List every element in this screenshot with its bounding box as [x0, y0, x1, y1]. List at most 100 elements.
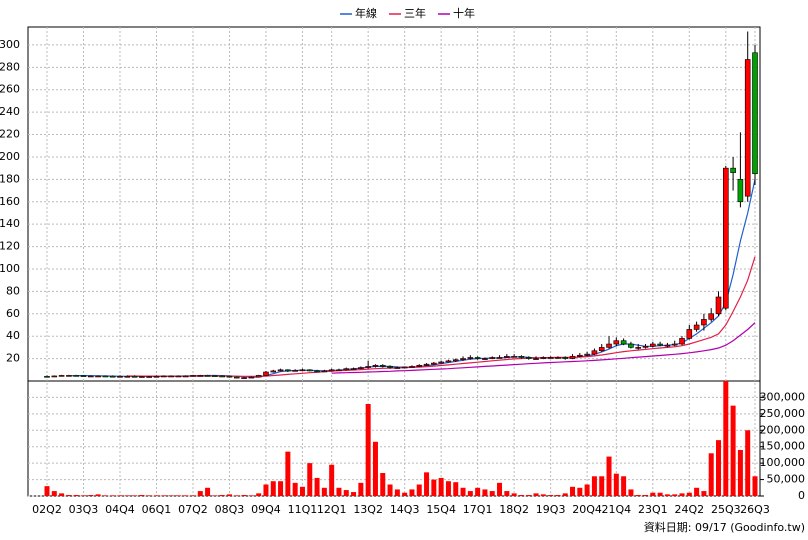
candle-body	[686, 329, 693, 339]
candle-body	[190, 375, 196, 377]
x-tick-label: 07Q2	[178, 503, 208, 516]
volume-bar	[256, 493, 262, 496]
legend-label: 三年	[404, 6, 426, 20]
candle-body	[533, 358, 539, 360]
y-tick-label: 240	[0, 105, 20, 118]
x-tick-label: 13Q2	[353, 503, 383, 516]
volume-bar	[285, 451, 291, 496]
volume-bar	[540, 494, 546, 496]
candle-body	[146, 376, 152, 378]
candle-body	[226, 375, 233, 378]
volume-bar	[716, 440, 722, 496]
candle-body	[613, 340, 620, 345]
volume-bar	[329, 464, 335, 496]
candle-body	[730, 167, 736, 173]
volume-bar	[445, 481, 451, 496]
candle-body	[73, 375, 79, 377]
volume-bar	[343, 490, 349, 496]
x-tick-label: 19Q3	[536, 503, 566, 516]
volume-bar	[59, 493, 65, 496]
volume-bar	[402, 492, 408, 496]
volume-bar	[183, 495, 189, 496]
y-tick-label: 140	[0, 217, 20, 230]
volume-bar	[482, 489, 488, 496]
y2-tick-label: 100,000	[760, 456, 806, 469]
y-tick-label: 20	[6, 352, 20, 365]
y2-tick-label: 50,000	[767, 473, 806, 486]
volume-bar	[621, 476, 627, 496]
candle-body	[431, 362, 437, 365]
candle-body	[401, 366, 408, 369]
candle-body	[744, 59, 751, 197]
candle-body	[423, 363, 430, 366]
candle-body	[628, 343, 634, 348]
volume-bar	[219, 495, 225, 496]
candle-body	[321, 370, 328, 373]
volume-bar	[299, 486, 305, 496]
x-tick-label: 03Q3	[69, 503, 99, 516]
volume-bar	[438, 477, 444, 496]
candle-body	[109, 375, 116, 378]
volume-bar	[745, 430, 751, 496]
candle-body	[394, 367, 401, 369]
price-panel	[27, 26, 761, 382]
y-tick-label: 300	[0, 38, 20, 51]
x-tick-label: 17Q1	[463, 503, 493, 516]
legend-label: 年線	[355, 6, 377, 20]
volume-bar	[394, 489, 400, 496]
candle-body	[328, 369, 335, 372]
volume-bar	[146, 495, 152, 496]
candle-body	[379, 365, 386, 367]
volume-bar	[686, 492, 692, 496]
candle-body	[255, 375, 262, 378]
x-tick-label: 02Q2	[32, 503, 62, 516]
y-tick-label: 120	[0, 240, 20, 253]
volume-bar	[643, 495, 649, 496]
candle-body	[204, 375, 211, 377]
volume-bar	[526, 495, 532, 496]
volume-bar	[613, 473, 619, 496]
volume-bar	[467, 491, 473, 496]
candle-body	[635, 347, 642, 349]
volume-bar	[664, 494, 670, 496]
candle-body	[650, 343, 656, 347]
candle-body	[95, 375, 101, 378]
y-tick-label: 80	[6, 284, 20, 297]
candle-body	[350, 368, 357, 370]
candle-body	[511, 356, 517, 358]
candle-body	[336, 369, 342, 372]
candle-body	[117, 375, 123, 378]
volume-bar	[117, 495, 123, 496]
y-tick-label: 160	[0, 195, 20, 208]
volume-bar	[497, 482, 503, 496]
y-tick-label: 100	[0, 262, 20, 275]
y2-tick-label: 250,000	[760, 407, 806, 420]
x-tick-label: 06Q1	[142, 503, 172, 516]
volume-bar	[424, 472, 430, 496]
candle-body	[504, 356, 510, 358]
candle-body	[58, 375, 65, 377]
candle-body	[467, 357, 474, 359]
candle-body	[708, 313, 715, 320]
candle-body	[438, 361, 444, 364]
volume-panel	[27, 380, 761, 497]
volume-bar	[577, 487, 583, 496]
volume-bar	[365, 404, 371, 496]
candle-body	[569, 356, 576, 359]
volume-bar	[88, 495, 94, 496]
candle-body	[44, 375, 50, 378]
volume-bar	[307, 463, 313, 496]
volume-bar	[737, 450, 743, 496]
volume-bar	[372, 441, 378, 496]
x-tick-label: 04Q4	[105, 503, 135, 516]
volume-bar	[205, 487, 211, 496]
volume-bar	[650, 492, 656, 496]
volume-bar	[161, 495, 167, 496]
candle-body	[606, 343, 612, 348]
candle-body	[372, 365, 379, 367]
volume-bar	[387, 484, 393, 496]
candle-body	[664, 344, 671, 347]
y-tick-label: 260	[0, 83, 20, 96]
candle-body	[525, 357, 532, 359]
volume-bar	[548, 495, 554, 496]
